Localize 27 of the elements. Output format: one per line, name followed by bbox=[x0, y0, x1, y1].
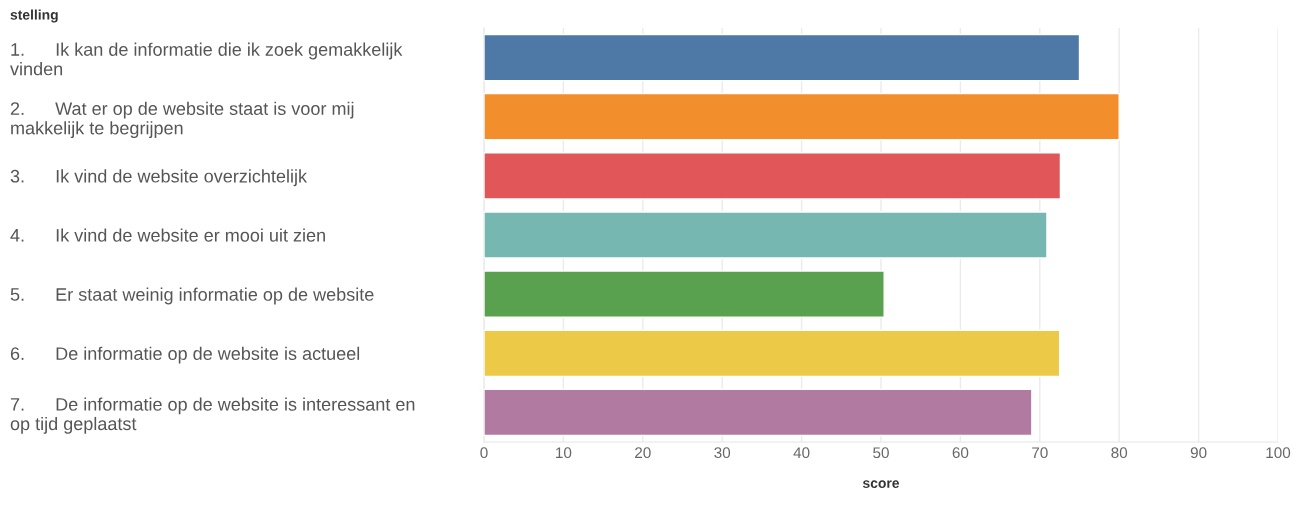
x-tick-label: 40 bbox=[793, 447, 810, 459]
bar bbox=[484, 211, 1048, 259]
y-tick-label: 4. Ik vind de website er mooi uit zien bbox=[10, 228, 325, 242]
bar bbox=[484, 33, 1081, 82]
bar bbox=[484, 152, 1062, 200]
bar bbox=[484, 329, 1061, 378]
x-tick-label: 10 bbox=[556, 447, 572, 459]
bar bbox=[484, 270, 885, 318]
y-tick-label: 1. Ik kan de informatie die ik zoek gemakkelijk vinden bbox=[10, 42, 403, 76]
x-tick-label: 50 bbox=[873, 447, 889, 459]
bar bbox=[484, 388, 1033, 437]
x-tick-label: 0 bbox=[480, 447, 488, 459]
x-tick-label: 90 bbox=[1190, 447, 1207, 459]
x-tick-label: 100 bbox=[1266, 447, 1291, 459]
y-tick-label: 2. Wat er op de website staat is voor mij makkelijk te begrijpen bbox=[10, 101, 354, 139]
y-tick-label: 5. Er staat weinig informatie op de website bbox=[10, 287, 374, 305]
x-tick-label: 60 bbox=[952, 447, 969, 459]
x-tick-label: 80 bbox=[1111, 447, 1128, 459]
x-tick-label: 30 bbox=[714, 447, 731, 459]
y-tick-label: 7. De informatie op de website is interessant en op tijd geplaatst bbox=[10, 397, 415, 434]
y-tick-label: 3. Ik vind de website overzichtelijk bbox=[10, 169, 308, 187]
bar bbox=[484, 92, 1120, 141]
y-tick-label: 6. De informatie op de website is actueel bbox=[10, 346, 360, 364]
x-tick-label: 20 bbox=[635, 447, 651, 459]
text: stelling bbox=[10, 9, 58, 23]
x-tick-label: 70 bbox=[1032, 447, 1048, 459]
x-axis-title: score bbox=[862, 480, 900, 488]
